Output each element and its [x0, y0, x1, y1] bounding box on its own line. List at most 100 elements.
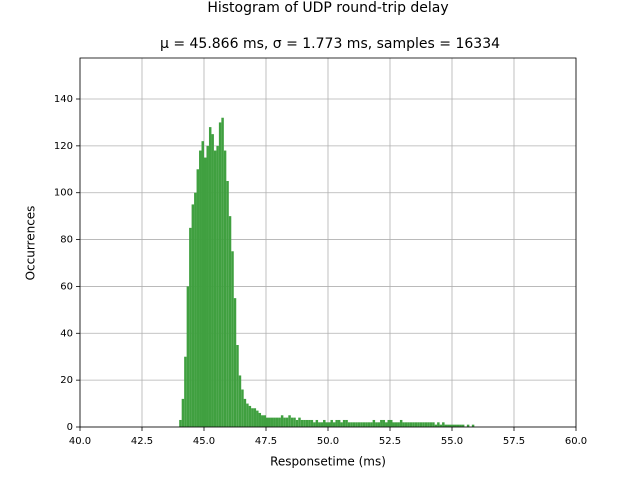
bar [320, 422, 324, 427]
grid-layer [79, 58, 577, 428]
bar [201, 141, 204, 427]
bar [248, 405, 252, 427]
bar [196, 169, 200, 428]
bar [243, 398, 247, 427]
bar [251, 408, 254, 427]
bar [221, 117, 224, 427]
bar [273, 417, 276, 427]
bar [377, 422, 381, 427]
bar [409, 422, 413, 427]
x-tick-label: 57.5 [503, 436, 525, 447]
bar [270, 417, 274, 427]
bar [266, 417, 269, 427]
bar [365, 422, 368, 427]
bar [452, 424, 455, 427]
bar [179, 419, 182, 427]
bar [414, 422, 418, 427]
bar [325, 422, 328, 427]
bar [216, 145, 219, 427]
bar [288, 415, 291, 427]
bar [261, 415, 264, 427]
bar [444, 424, 448, 427]
bar [184, 356, 187, 427]
bar [256, 410, 259, 427]
bar [466, 424, 470, 427]
bar [194, 192, 197, 427]
bar [387, 419, 390, 427]
bar [238, 375, 242, 427]
bar [241, 389, 244, 427]
bar [471, 424, 475, 427]
plot-frame [79, 57, 577, 428]
bar [342, 419, 346, 427]
bar [375, 422, 378, 427]
bar [367, 422, 371, 427]
bar [305, 419, 309, 427]
bar [213, 150, 217, 428]
bar [181, 398, 185, 427]
x-tick-label: 47.5 [255, 436, 277, 447]
bar [380, 419, 383, 427]
y-axis-label: Occurrences [24, 206, 38, 281]
bar [355, 422, 358, 427]
bar [330, 419, 333, 427]
y-tick-label: 100 [54, 188, 73, 199]
bar [275, 417, 279, 427]
bar [340, 422, 343, 427]
y-tick-label: 80 [60, 235, 73, 246]
bar [223, 150, 227, 428]
bar [285, 417, 289, 427]
bar [268, 417, 271, 427]
bar [278, 417, 281, 427]
bar [233, 298, 237, 427]
y-tick-label: 120 [54, 141, 73, 152]
bar [439, 424, 443, 427]
x-tick-label: 45.0 [193, 436, 215, 447]
bar [218, 122, 222, 427]
bar [298, 417, 301, 427]
y-tick-label: 0 [67, 422, 73, 433]
y-tick-label: 40 [60, 328, 73, 339]
bar [419, 422, 423, 427]
bar [352, 422, 356, 427]
bar [191, 204, 195, 427]
bar [318, 422, 321, 427]
bar [417, 422, 420, 427]
bar [437, 422, 440, 427]
x-axis-label: Responsetime (ms) [270, 455, 386, 469]
bar [263, 415, 266, 427]
bar [427, 422, 430, 427]
bar [208, 127, 212, 427]
bars-layer [179, 117, 475, 428]
bar [397, 422, 400, 427]
bar [283, 417, 286, 427]
bar [370, 422, 373, 427]
bar [293, 417, 296, 427]
bar [442, 422, 445, 427]
bar [385, 422, 388, 427]
y-tick-label: 20 [60, 375, 73, 386]
bar [404, 422, 408, 427]
bar [300, 419, 304, 427]
bar [424, 422, 428, 427]
chart-title: Histogram of UDP round-trip delay [207, 0, 448, 16]
chart-subtitle: μ = 45.866 ms, σ = 1.773 ms, samples = 1… [160, 36, 500, 52]
bar [382, 419, 386, 427]
bar [211, 134, 214, 427]
bar [337, 419, 341, 427]
bar [350, 422, 353, 427]
bar [258, 412, 262, 427]
x-tick-label: 60.0 [565, 436, 587, 447]
bar [360, 422, 363, 427]
bar [407, 422, 410, 427]
bar [345, 419, 348, 427]
bar [347, 422, 351, 427]
bar [362, 422, 366, 427]
bar [295, 419, 299, 427]
bar [303, 419, 306, 427]
bar [189, 227, 192, 427]
bar [422, 422, 425, 427]
bar [206, 145, 209, 427]
